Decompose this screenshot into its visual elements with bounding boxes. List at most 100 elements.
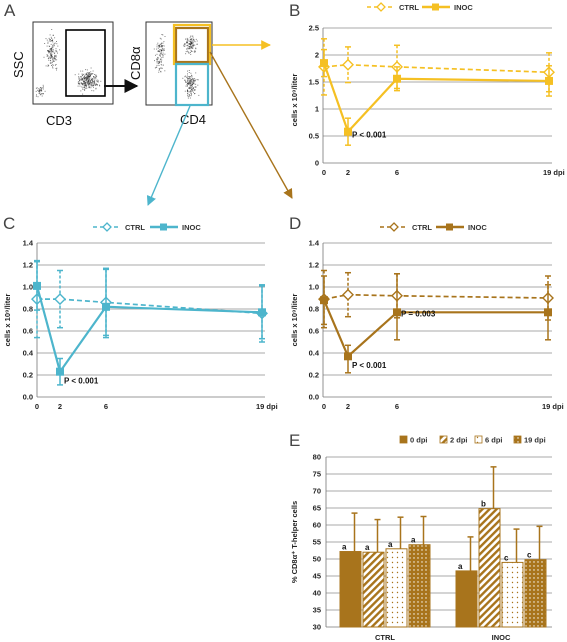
flow-dot [191,86,193,88]
significance-letter: a [458,562,463,571]
flow-dot [192,46,194,48]
flow-dot [88,72,90,74]
series-line-inoc [322,299,548,359]
flow-dot [49,51,51,53]
flow-dot [50,52,52,54]
flow-dot [85,86,87,87]
flow-dot [83,83,85,84]
flow-dot [82,89,84,90]
flow-dot [160,57,162,59]
x-tick-label: 2 [346,168,350,177]
flow-dot [82,87,84,89]
bar [362,551,385,628]
flow-dot [50,54,52,56]
flow-dot [188,83,190,85]
y-tick-label: 0.0 [23,393,33,402]
flow-dot [36,94,37,96]
flow-dot [156,46,158,48]
flow-dot [154,60,155,62]
flow-dot [78,77,80,79]
flow-dot [87,81,89,83]
flow-dot [47,65,49,67]
flow-dot [188,76,190,78]
flow-dot [42,88,44,90]
series-line-ctrl [37,298,263,315]
flow-plot-cd3 [32,21,114,105]
flow-dot [192,89,194,91]
y-tick-label: 0.0 [309,393,319,402]
flow-dot [187,96,189,98]
flow-dot [195,48,197,50]
flow-dot [194,44,196,46]
flow-dot [195,38,197,40]
flow-dot [161,64,163,66]
flow-dot [41,90,43,92]
flow-dot [191,47,193,49]
flow-dot [47,50,49,52]
flow-dot [164,70,166,72]
flow-dot [39,89,41,91]
legend-inoc-square-icon [432,3,439,11]
bar [455,570,478,628]
flow-dot [158,68,160,69]
flow-dot [77,83,79,85]
flow-dot [183,44,185,46]
flow-dot [189,37,191,39]
flow-dot [186,48,187,50]
flow-dot [190,43,191,45]
flow-dot [164,36,166,37]
flow-dot [55,56,57,58]
flow-dot [42,86,44,88]
flow-dot [193,91,194,93]
flow-dot [49,39,51,40]
bar [339,551,362,628]
flow-dot [38,89,40,91]
flow-dot [80,70,82,72]
significance-letter: b [481,500,486,509]
flow-dot [92,80,94,82]
flow-dot [94,81,95,82]
panel-label-b: B [289,1,300,20]
flow-dot [84,87,86,89]
flow-dot [161,47,163,49]
p-value-annotation: P = 0.003 [401,309,436,318]
flow-dot [189,94,191,96]
flow-dot [197,84,199,86]
flow-dot [187,90,189,91]
y-tick-label: 1.2 [309,261,319,270]
flow-dot [194,80,196,82]
flow-dot [94,80,95,82]
flow-dot [194,50,196,52]
flow-dot [188,91,190,93]
flow-dot [188,94,190,96]
flow-dot [48,45,50,47]
flow-dot [84,76,86,78]
flow-dot [78,81,80,83]
flow-dot [51,64,53,66]
flow-dot [195,47,197,49]
flow-dot [51,49,53,51]
y-tick-label: 1 [315,105,319,114]
flow-dot [191,85,193,87]
flow-dot [190,35,191,37]
x-tick-label: 19 dpi [543,168,565,177]
y-tick-label: 1.0 [309,283,319,292]
arrow-to-panel-c-icon [146,105,191,206]
flow-dot [159,37,161,39]
flow-dot [80,78,82,80]
flow-dot [51,55,53,57]
x-tick-label: 19 dpi [256,402,278,411]
data-point-square [258,308,266,317]
y-tick-label: 55 [313,538,321,547]
flow-dot [191,39,193,41]
flow-dot [39,92,41,94]
series-line-ctrl [323,63,550,74]
flow-dot [85,69,87,71]
flow-dot [100,80,102,82]
flow-dot [189,48,191,50]
flow-dot [89,73,91,75]
y-axis-title: cells x 10⁹/liter [290,74,299,127]
flow-dot [85,78,87,80]
flow-dot [38,90,40,92]
flow-dot [194,78,196,80]
